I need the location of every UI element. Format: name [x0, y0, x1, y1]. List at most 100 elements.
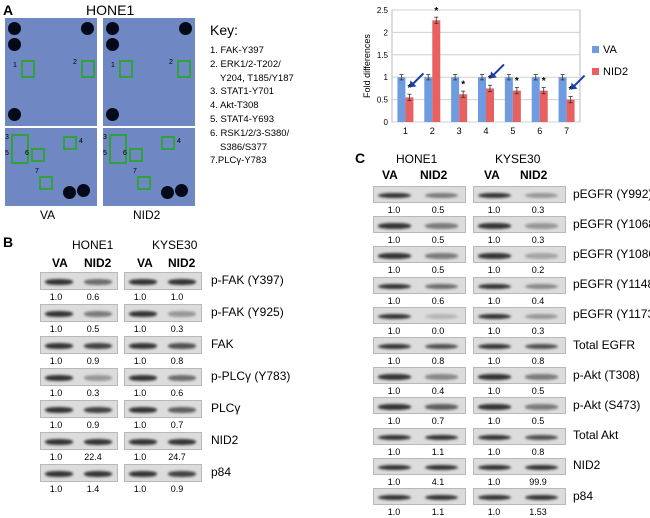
panel-b-letter: B	[3, 234, 14, 250]
spot-number-5b: 5	[103, 150, 107, 157]
blot-band	[524, 404, 558, 410]
quantification-value: 1.0	[487, 265, 501, 276]
quantification-value: 1.0	[387, 446, 401, 457]
blot-strip	[373, 397, 466, 415]
significance-star: *	[461, 80, 465, 91]
quantification-value: 1.0	[49, 388, 63, 398]
quantification-value: 22.4	[84, 452, 102, 462]
blot-band	[424, 313, 458, 320]
spot-number-2b: 2	[169, 59, 173, 66]
blot-band	[45, 439, 74, 446]
y-tick-label: 1	[384, 73, 389, 82]
blot-band	[129, 407, 158, 414]
quantification-value: 1.0	[487, 205, 501, 215]
protein-label: Total EGFR	[573, 337, 636, 352]
panel-b-cond-va-2: VA	[137, 256, 153, 270]
quantification-value: 1.0	[387, 265, 401, 276]
quantification-value: 0.6	[170, 388, 184, 398]
blot-band	[524, 313, 558, 320]
blot-band	[129, 343, 158, 350]
y-tick-label: 2	[384, 28, 389, 37]
bar-va	[397, 77, 406, 122]
quantification-value: 1.0	[487, 446, 501, 457]
blot-band	[129, 439, 158, 446]
protein-label: pEGFR (Y1068)	[573, 216, 650, 231]
blot-strip	[40, 336, 118, 354]
blot-band	[168, 439, 197, 446]
protein-label: p-PLCγ (Y783)	[211, 369, 291, 383]
panel-c-cond-nid2-2: NID2	[520, 168, 548, 182]
blot-strip	[40, 432, 118, 450]
blot-strip	[373, 306, 466, 324]
blot-band	[378, 192, 412, 199]
blot-strip	[473, 216, 566, 234]
quantification-value: 1.1	[431, 507, 445, 517]
y-axis-label: Fold differences	[362, 34, 372, 98]
protein-label: PLCγ	[211, 401, 241, 415]
quantification-value: 1.0	[387, 507, 401, 517]
key-line: 4. Akt-T308	[210, 100, 259, 112]
blot-strip	[40, 304, 118, 322]
key-line: 3. STAT1-Y701	[210, 86, 275, 98]
blot-strip	[473, 276, 566, 294]
blot-band	[168, 375, 197, 382]
quantification-value: 1.0	[133, 292, 147, 302]
quantification-value: 1.0	[487, 476, 501, 487]
blot-strip	[473, 397, 566, 415]
blot-band	[478, 404, 512, 410]
protein-label: FAK	[211, 337, 234, 351]
blot-strip	[473, 457, 566, 475]
key-line: 1. FAK-Y397	[210, 45, 264, 56]
quantification-value: 0.3	[531, 205, 545, 215]
blot-band	[168, 343, 197, 350]
blot-band	[168, 471, 197, 478]
quantification-value: 0.9	[170, 484, 184, 494]
x-tick-label: 5	[510, 126, 515, 136]
blot-band	[168, 279, 197, 286]
blot-band	[45, 375, 74, 382]
x-tick-label: 2	[430, 126, 435, 136]
quantification-value: 1.0	[49, 292, 63, 302]
quantification-value: 0.3	[170, 324, 184, 334]
bar-nid2	[459, 94, 468, 122]
quantification-value: 1.0	[387, 476, 401, 487]
blot-band	[378, 404, 412, 410]
spot-number-4: 4	[79, 138, 83, 145]
quantification-value: 1.0	[487, 386, 501, 397]
blot-band	[378, 464, 412, 471]
y-tick-label: 1.5	[377, 51, 389, 60]
panel-b-cond-nid2-1: NID2	[84, 256, 112, 270]
quantification-value: 0.4	[431, 386, 445, 397]
quantification-value: 0.8	[170, 356, 184, 366]
panel-c-letter: C	[355, 150, 366, 166]
key-line: Y204, T185/Y187	[220, 72, 294, 84]
key-line: 2. ERK1/2-T202/	[210, 58, 281, 70]
blot-band	[424, 223, 458, 229]
array-va-bottom: 3 5 6 4 7	[5, 128, 97, 206]
array-nid2-bottom: 3 5 6 4 7	[103, 128, 195, 206]
quantification-value: 1.0	[387, 325, 401, 336]
blot-band	[84, 407, 113, 414]
bar-nid2	[539, 90, 548, 122]
panel-a-title: HONE1	[86, 2, 135, 18]
blot-strip	[373, 276, 466, 294]
quantification-value: 0.7	[431, 416, 445, 427]
blot-band	[424, 434, 458, 440]
quantification-value: 0.0	[431, 325, 445, 336]
quantification-value: 1.0	[487, 325, 501, 336]
x-tick-label: 4	[483, 126, 488, 136]
blot-band	[129, 375, 158, 382]
panel-c-cond-va-1: VA	[382, 168, 398, 182]
blot-band	[424, 253, 458, 259]
spot-number-2: 2	[73, 59, 77, 66]
blot-band	[378, 374, 412, 380]
blot-band	[84, 471, 113, 478]
key-line: 5. STAT4-Y693	[210, 113, 275, 125]
blot-band	[378, 343, 412, 350]
key-list: 1. FAK-Y397 2. ERK1/2-T202/ Y204, T185/Y…	[210, 44, 294, 168]
significance-star: *	[569, 85, 573, 96]
blot-strip	[473, 306, 566, 324]
spot-number-3b: 3	[103, 134, 107, 141]
significance-star: *	[515, 76, 519, 87]
quantification-value: 0.8	[531, 356, 545, 366]
